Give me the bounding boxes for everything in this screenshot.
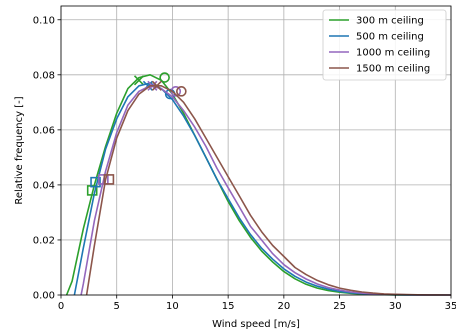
y-tick-label: 0.06: [33, 125, 55, 136]
series-group: [67, 73, 451, 295]
circle-marker: [177, 87, 186, 96]
legend-entry: 1500 m ceiling: [356, 64, 430, 75]
x-tick-label: 35: [445, 301, 456, 312]
y-tick-label: 0.10: [33, 15, 55, 26]
y-tick-label: 0.08: [33, 70, 55, 81]
y-tick-label: 0.00: [33, 291, 55, 302]
legend-entry: 500 m ceiling: [356, 32, 424, 43]
x-tick-label: 5: [114, 301, 120, 312]
y-tick-label: 0.04: [33, 180, 55, 191]
series-group: [87, 81, 451, 295]
x-tick-label: 0: [58, 301, 64, 312]
x-tick-label: 15: [222, 301, 235, 312]
y-tick-label: 0.02: [33, 235, 55, 246]
x-tick-label: 25: [333, 301, 346, 312]
y-axis-label: Relative frequency [-]: [14, 96, 25, 204]
x-axis-label: Wind speed [m/s]: [212, 319, 300, 330]
series-group: [74, 81, 451, 295]
x-tick-label: 20: [277, 301, 290, 312]
series-layer: [67, 73, 451, 295]
legend-entry: 300 m ceiling: [356, 16, 424, 27]
series-line: [87, 86, 451, 295]
x-tick-label: 30: [389, 301, 402, 312]
x-tick-label: 10: [166, 301, 179, 312]
legend: 300 m ceiling 500 m ceiling 1000 m ceiling…: [323, 10, 446, 80]
series-line: [74, 83, 451, 295]
legend-entry: 1000 m ceiling: [356, 48, 430, 59]
